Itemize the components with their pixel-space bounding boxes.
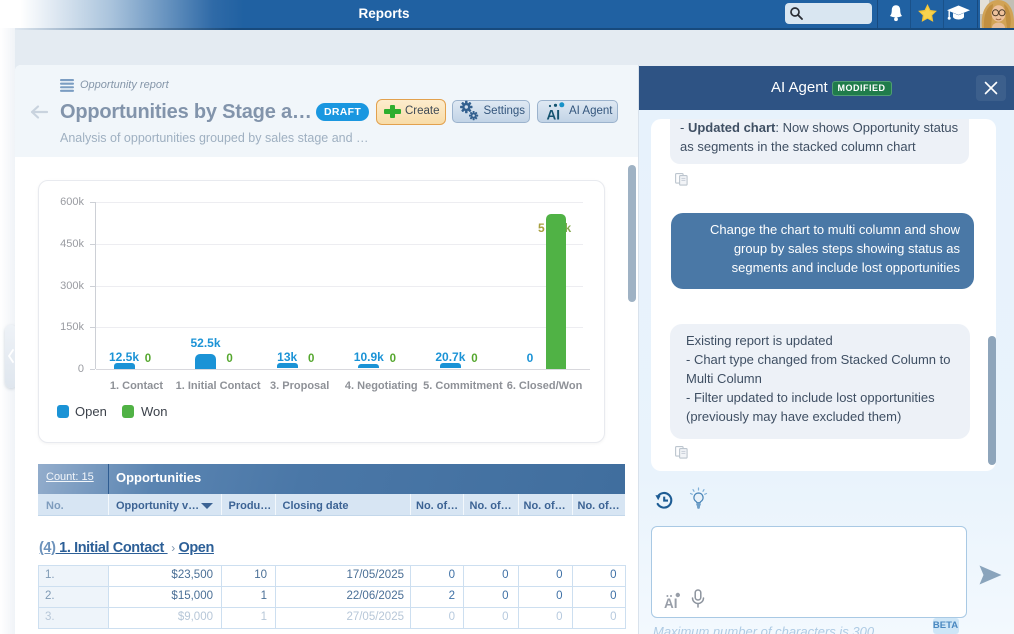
svg-text:AI: AI — [664, 596, 678, 610]
svg-text:AI: AI — [546, 108, 560, 122]
